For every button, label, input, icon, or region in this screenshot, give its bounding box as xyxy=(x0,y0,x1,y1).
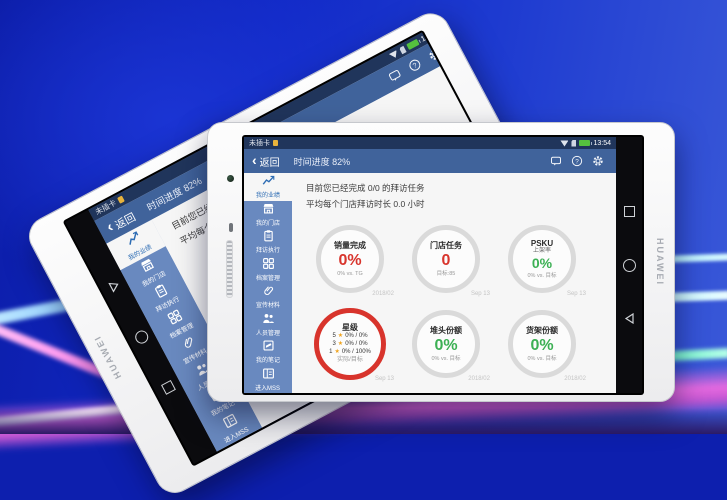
gauge-sales-completion[interactable]: 销量完成 0% 0% vs. TG 2018/02 xyxy=(302,216,398,301)
sd-card-icon xyxy=(399,45,407,54)
sidebar-item-my-stores[interactable]: 我的门店 xyxy=(244,201,292,229)
svg-text:?: ? xyxy=(575,158,579,165)
chevron-left-icon: ‹ xyxy=(252,152,257,168)
gauge-ring: PSKU 上架率 0% 0% vs. 目标 xyxy=(508,224,576,293)
star-icon: ★ xyxy=(337,332,344,339)
status-bar: 未插卡 13:54 xyxy=(244,137,616,149)
star-icon: ★ xyxy=(334,348,340,355)
help-icon[interactable]: ? xyxy=(571,155,583,167)
settings-gear-icon[interactable] xyxy=(592,155,604,167)
tablet-bezel: HUAWEI 未插卡 13:54 ‹ 返回 时间进度 82% xyxy=(207,122,675,402)
speaker-grille-icon xyxy=(226,240,233,298)
android-home-button[interactable] xyxy=(132,328,150,346)
intro-line-2: 平均每个门店拜访时长 0.0 小时 xyxy=(306,198,425,209)
kpi-gauges: 销量完成 0% 0% vs. TG 2018/02 门店任务 0 目标:85 S… xyxy=(298,216,616,386)
sim-icon xyxy=(273,140,278,146)
message-icon[interactable] xyxy=(386,67,403,84)
wifi-icon xyxy=(560,140,569,147)
clock-label: 13:54 xyxy=(419,32,440,44)
star-rating-row: 1★0% / 100% xyxy=(329,348,371,355)
layout-icon xyxy=(262,367,275,380)
message-icon[interactable] xyxy=(550,155,562,167)
sidebar-item-my-performance[interactable]: 我的业绩 xyxy=(106,219,166,270)
store-icon xyxy=(262,202,275,215)
light-sensor-icon xyxy=(229,223,233,232)
sales-app: 未插卡 13:54 ‹ 返回 时间进度 82% ? xyxy=(244,137,616,393)
star-rating-row: 5★0% / 0% xyxy=(332,332,368,339)
sidebar-item-visit-execution[interactable]: 拜访执行 xyxy=(244,228,292,256)
android-back-button[interactable] xyxy=(106,278,121,293)
battery-icon xyxy=(579,140,593,146)
app-nav-bar: ‹ 返回 时间进度 82% ? xyxy=(244,149,616,173)
android-home-button[interactable] xyxy=(622,258,636,272)
sidebar-item-enter-mss[interactable]: 进入MSS xyxy=(244,366,292,394)
android-recents-button[interactable] xyxy=(160,380,176,396)
sim-icon xyxy=(117,195,125,204)
note-icon xyxy=(262,339,275,352)
time-progress-label: 时间进度 82% xyxy=(293,156,351,167)
gauge-star-rating[interactable]: 星级 5★0% / 0% 3★0% / 0% 1★0% / 100% 实际/目标 xyxy=(302,301,398,386)
gauge-ring: 货架份额 0% 0% vs. 目标 xyxy=(508,309,576,378)
gauge-psku[interactable]: PSKU 上架率 0% 0% vs. 目标 Sep 13 xyxy=(494,216,590,301)
gauge-ring: 堆头份额 0% 0% vs. 目标 xyxy=(412,309,480,378)
sidebar-item-archives[interactable]: 档案管理 xyxy=(244,256,292,284)
dashboard: 目前您已经完成 0/0 的拜访任务 平均每个门店拜访时长 0.0 小时 销量完成… xyxy=(292,173,616,393)
paperclip-icon xyxy=(262,284,275,297)
sidebar: 我的业绩 我的门店 拜访执行 档案管理 宣传材料 xyxy=(244,173,292,393)
clipboard-icon xyxy=(262,229,275,242)
intro-line-1: 目前您已经完成 0/0 的拜访任务 xyxy=(306,183,425,193)
huawei-logo: HUAWEI xyxy=(655,238,665,286)
performance-chart-icon xyxy=(262,174,275,187)
tablet-screen: 未插卡 13:54 ‹ 返回 时间进度 82% ? xyxy=(242,135,644,395)
sidebar-item-my-performance[interactable]: 我的业绩 xyxy=(244,173,292,201)
android-nav-bar xyxy=(616,137,642,393)
back-button[interactable]: ‹ 返回 xyxy=(252,152,280,169)
gauge-shelf-share[interactable]: 货架份额 0% 0% vs. 目标 2018/02 xyxy=(494,301,590,386)
svg-text:?: ? xyxy=(412,62,419,70)
sidebar-item-personnel[interactable]: 人员管理 xyxy=(244,311,292,339)
sidebar-item-my-notes[interactable]: 我的笔记 xyxy=(244,338,292,366)
gauge-display-share[interactable]: 堆头份额 0% 0% vs. 目标 2018/02 xyxy=(398,301,494,386)
star-icon: ★ xyxy=(337,340,344,347)
settings-gear-icon[interactable] xyxy=(426,46,443,63)
star-rating-row: 3★0% / 0% xyxy=(332,340,368,347)
grid-icon xyxy=(262,257,275,270)
gauge-ring-red: 星级 5★0% / 0% 3★0% / 0% 1★0% / 100% 实际/目标 xyxy=(314,307,386,380)
front-tablet: HUAWEI 未插卡 13:54 ‹ 返回 时间进度 82% xyxy=(207,122,675,402)
front-camera-icon xyxy=(227,175,234,182)
android-recents-button[interactable] xyxy=(623,206,635,218)
sidebar-item-materials[interactable]: 宣传材料 xyxy=(244,283,292,311)
gauge-ring: 销量完成 0% 0% vs. TG xyxy=(316,224,384,293)
android-back-button[interactable] xyxy=(624,312,635,324)
performance-chart-icon xyxy=(123,230,142,249)
gauge-ring: 门店任务 0 目标:85 xyxy=(412,224,480,293)
people-icon xyxy=(262,312,275,325)
sd-card-icon xyxy=(571,139,577,147)
gauge-store-tasks[interactable]: 门店任务 0 目标:85 Sep 13 xyxy=(398,216,494,301)
help-icon[interactable]: ? xyxy=(406,57,423,74)
clock-label: 13:54 xyxy=(593,139,611,147)
no-sim-label: 未插卡 xyxy=(249,140,270,147)
